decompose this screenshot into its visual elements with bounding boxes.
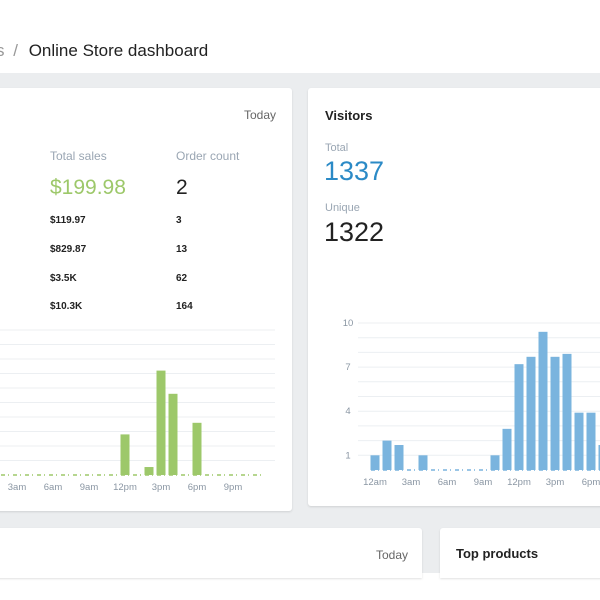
bar [526,356,536,470]
row-sales: $10.3K [50,301,83,312]
x-tick-label: 6pm [582,477,600,488]
visitors-chart: 12am 3am 6am 9am 12pm 3pm 6pm 10 7 4 1 [343,318,600,488]
x-tick-label: 9pm [224,482,243,493]
breadcrumb-separator: / [13,41,18,60]
x-tick-label: 9am [80,482,99,493]
bar [394,445,404,470]
bottom-left-card: s Today [0,528,422,578]
bar [538,331,548,470]
x-tick-label: 9am [474,477,493,488]
visitors-total-value: 1337 [324,156,385,186]
bar [192,422,202,475]
order-count-value: 2 [176,176,188,199]
visitors-total-label: Total [325,142,349,154]
top-products-card: Top products [440,528,600,578]
row-orders: 3 [176,215,182,226]
total-sales-value: $199.98 [50,176,126,199]
bar [586,412,596,470]
y-tick-label: 1 [345,450,350,461]
bar [502,428,512,470]
row-sales: $829.87 [50,244,87,255]
breadcrumb: s / Online Store dashboard [0,41,208,61]
period-selector[interactable]: Today [376,548,409,562]
x-tick-label: 12am [363,477,387,488]
x-tick-label: 12pm [507,477,531,488]
visitors-unique-label: Unique [325,202,360,214]
y-tick-label: 7 [345,362,350,373]
bar [514,364,524,470]
x-tick-label: 6pm [188,482,207,493]
y-tick-label: 4 [345,406,350,417]
total-sales-label: Total sales [50,149,107,163]
bar [550,356,560,470]
bar [490,455,500,470]
bar [598,445,600,470]
bar [120,434,130,475]
bar [418,455,428,470]
bar [370,455,380,470]
page-header: s / Online Store dashboard [0,0,600,73]
bar [574,412,584,470]
visitors-title: Visitors [325,108,373,123]
x-tick-label: 6am [44,482,63,493]
x-tick-label: 12pm [113,482,137,493]
page-title: Online Store dashboard [28,41,209,60]
sales-chart: 3am 6am 9am 12pm 3pm 6pm 9pm [0,329,275,493]
bar [168,393,178,475]
x-tick-label: 3am [402,477,421,488]
bar [156,370,166,475]
row-sales: $119.97 [50,215,86,226]
sales-card: Today Total sales Order count $199.98 2 … [0,88,292,511]
bar [382,440,392,470]
row-orders: 62 [176,273,188,284]
x-tick-label: 3am [8,482,27,493]
row-sales: $3.5K [50,273,77,284]
bar [562,353,572,470]
bar [144,467,154,475]
period-selector[interactable]: Today [244,108,277,122]
x-tick-label: 3pm [546,477,565,488]
breadcrumb-parent-link[interactable]: s [0,41,5,60]
x-tick-label: 3pm [152,482,171,493]
top-products-title: Top products [456,546,539,561]
visitors-unique-value: 1322 [324,217,385,247]
row-orders: 13 [176,244,188,255]
row-orders: 164 [176,301,193,312]
y-tick-label: 10 [343,318,354,329]
x-tick-label: 6am [438,477,457,488]
order-count-label: Order count [176,149,240,163]
